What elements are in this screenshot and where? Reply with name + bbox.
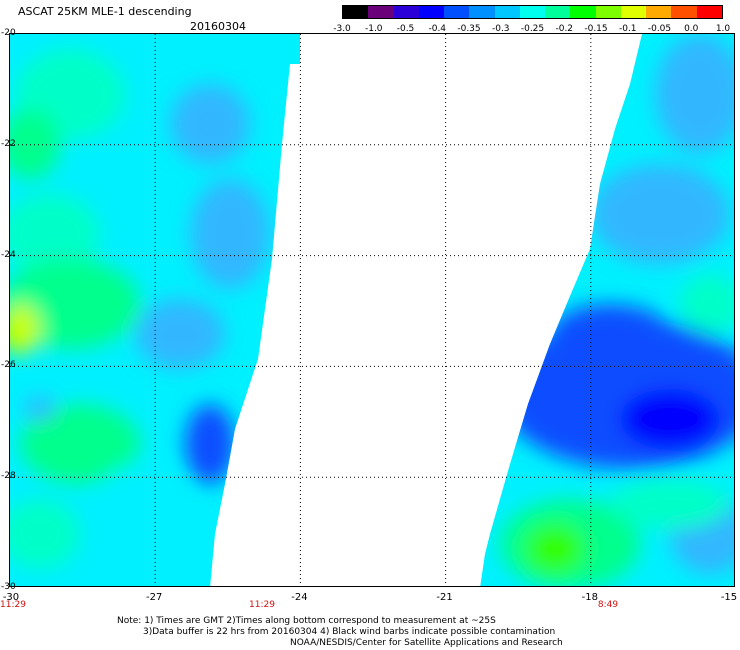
colorbar-label: -3.0 (333, 24, 351, 34)
colorbar-label: -0.05 (647, 24, 672, 34)
latitude-label: -22 (1, 138, 16, 149)
right-swath (480, 34, 734, 586)
note-line-3: NOAA/NESDIS/Center for Satellite Applica… (290, 638, 563, 648)
left-swath (10, 34, 300, 586)
longitude-label: -27 (146, 592, 163, 603)
wind-map (10, 34, 734, 586)
note-line-2: 3)Data buffer is 22 hrs from 20160304 4)… (143, 627, 556, 637)
colorbar-swatch (469, 6, 495, 18)
colorbar-swatch (393, 6, 419, 18)
note-line-1: Note: 1) Times are GMT 2)Times along bot… (117, 616, 496, 626)
longitude-label: -18 (581, 592, 598, 603)
colorbar-swatch (494, 6, 520, 18)
latitude-label: -30 (1, 582, 16, 592)
colorbar (342, 5, 723, 19)
colorbar-label: -0.4 (428, 24, 447, 34)
latitude-label: -28 (1, 471, 16, 482)
longitude-label: -30 (2, 592, 20, 603)
chart-date: 20160304 (190, 20, 246, 33)
lat-lon-grid (10, 34, 734, 586)
colorbar-swatch (570, 6, 596, 18)
colorbar-swatch (418, 6, 445, 18)
colorbar-swatch (545, 6, 571, 18)
colorbar-swatch (671, 6, 697, 18)
latitude-label: -20 (1, 28, 16, 38)
colorbar-swatch (620, 6, 647, 18)
colorbar-swatch (646, 6, 672, 18)
colorbar-swatch (444, 6, 470, 18)
longitude-label: -21 (436, 592, 453, 603)
colorbar-label: -1.0 (364, 24, 383, 34)
time-label-middle: 11:29 (249, 600, 275, 610)
colorbar-label: -0.35 (457, 24, 481, 34)
longitude-label: -24 (291, 592, 308, 603)
colorbar-label: -0.1 (618, 24, 637, 34)
colorbar-label: -0.25 (520, 24, 545, 34)
longitude-label: -15 (720, 592, 738, 603)
time-label-right: 8:49 (597, 600, 619, 610)
colorbar-swatch (368, 6, 394, 18)
colorbar-label: -0.2 (555, 24, 574, 34)
colorbar-swatch (696, 6, 722, 18)
colorbar-swatch (343, 6, 369, 18)
colorbar-label: 0.0 (684, 24, 699, 34)
colorbar-swatch (519, 6, 546, 18)
map-panel (9, 33, 735, 587)
colorbar-swatch (595, 6, 621, 18)
colorbar-label: 1.0 (715, 24, 731, 34)
time-label-left: 11:29 (0, 600, 26, 610)
colorbar-label: -0.5 (396, 24, 415, 34)
latitude-label: -24 (1, 249, 16, 260)
colorbar-label: -0.15 (584, 24, 608, 34)
colorbar-label: -0.3 (491, 24, 510, 34)
latitude-label: -26 (1, 360, 16, 371)
chart-title: ASCAT 25KM MLE-1 descending (18, 5, 192, 18)
